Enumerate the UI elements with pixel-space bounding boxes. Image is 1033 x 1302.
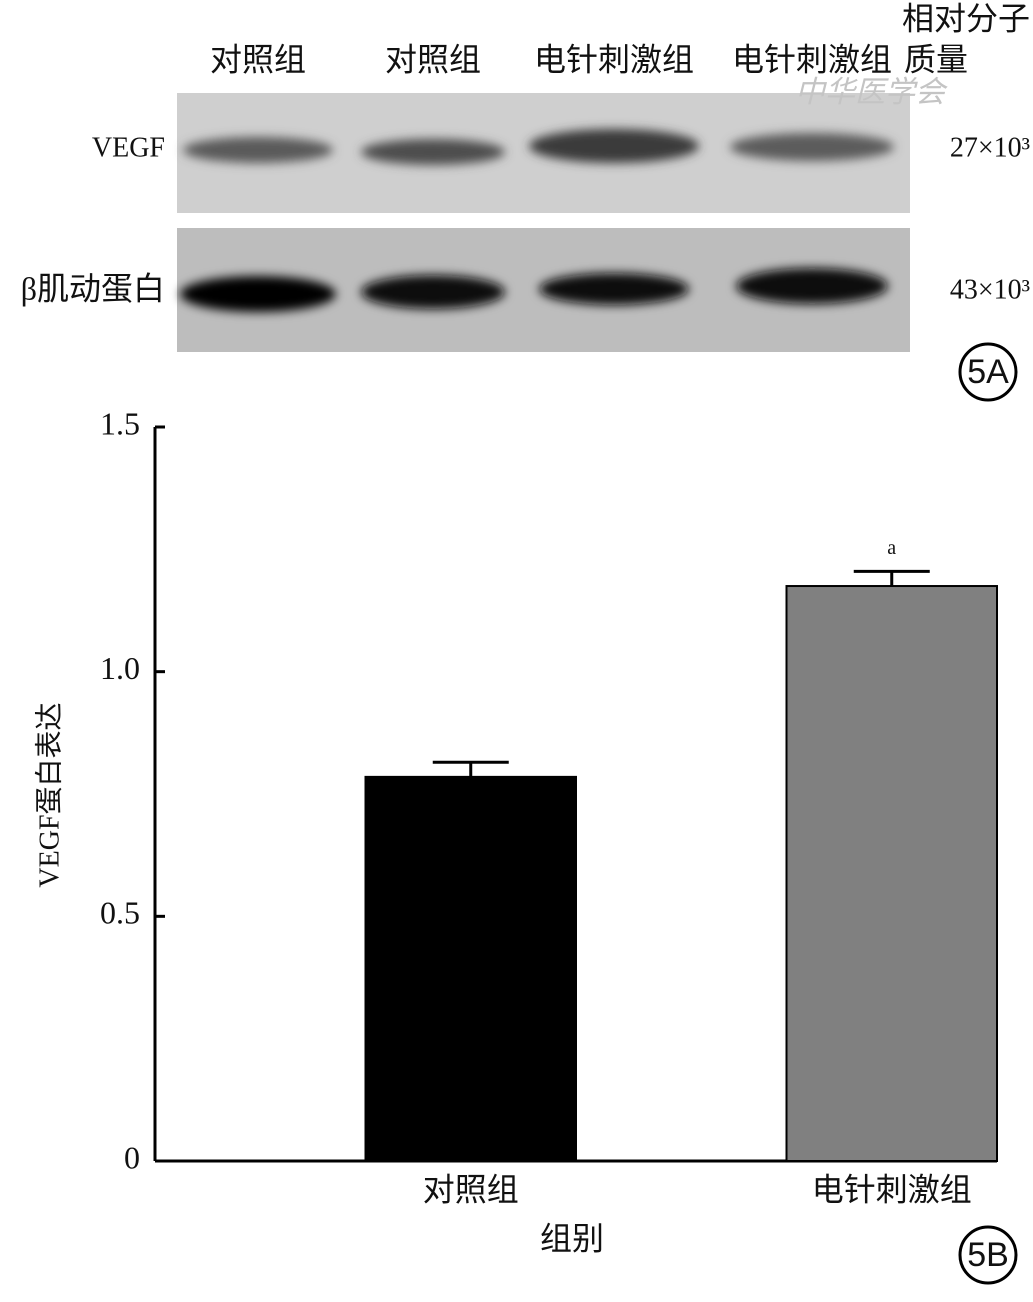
- lane-label: 对照组: [210, 41, 306, 77]
- watermark: 中华医学会: [795, 76, 948, 109]
- band: [539, 273, 689, 305]
- row-label: VEGF: [92, 132, 165, 163]
- panel-label: 5B: [967, 1236, 1009, 1274]
- band: [361, 275, 505, 309]
- row-label: β肌动蛋白: [21, 270, 165, 306]
- bar: [364, 775, 577, 1163]
- panel-badge: [958, 342, 1018, 402]
- mass-header: 质量: [904, 41, 968, 77]
- panel-label: 5A: [967, 353, 1009, 391]
- band: [529, 129, 699, 163]
- annotation: a: [887, 537, 896, 559]
- lane-label: 对照组: [385, 41, 481, 77]
- bar: [785, 585, 998, 1162]
- band: [183, 137, 333, 163]
- y-tick-label: 1.5: [100, 405, 140, 441]
- y-tick-label: 1.0: [100, 650, 140, 686]
- bands: [180, 129, 894, 312]
- mass-label: 27×10³: [950, 132, 1030, 163]
- y-tick-label: 0.5: [100, 895, 140, 931]
- panel-badge: [958, 1225, 1018, 1285]
- band: [180, 276, 336, 312]
- band: [361, 139, 505, 165]
- band: [730, 133, 894, 161]
- band: [736, 268, 888, 304]
- x-tick-label: 对照组: [423, 1171, 519, 1207]
- lane-label: 电针刺激组: [534, 41, 694, 77]
- x-tick-label: 电针刺激组: [812, 1171, 972, 1207]
- mass-label: 43×10³: [950, 274, 1030, 305]
- y-axis-label: VEGF蛋白表达: [33, 702, 65, 887]
- y-tick-label: 0: [124, 1139, 140, 1175]
- mass-header: 相对分子: [902, 0, 1030, 36]
- lane-label: 电针刺激组: [732, 41, 892, 77]
- x-axis-label: 组别: [540, 1220, 604, 1256]
